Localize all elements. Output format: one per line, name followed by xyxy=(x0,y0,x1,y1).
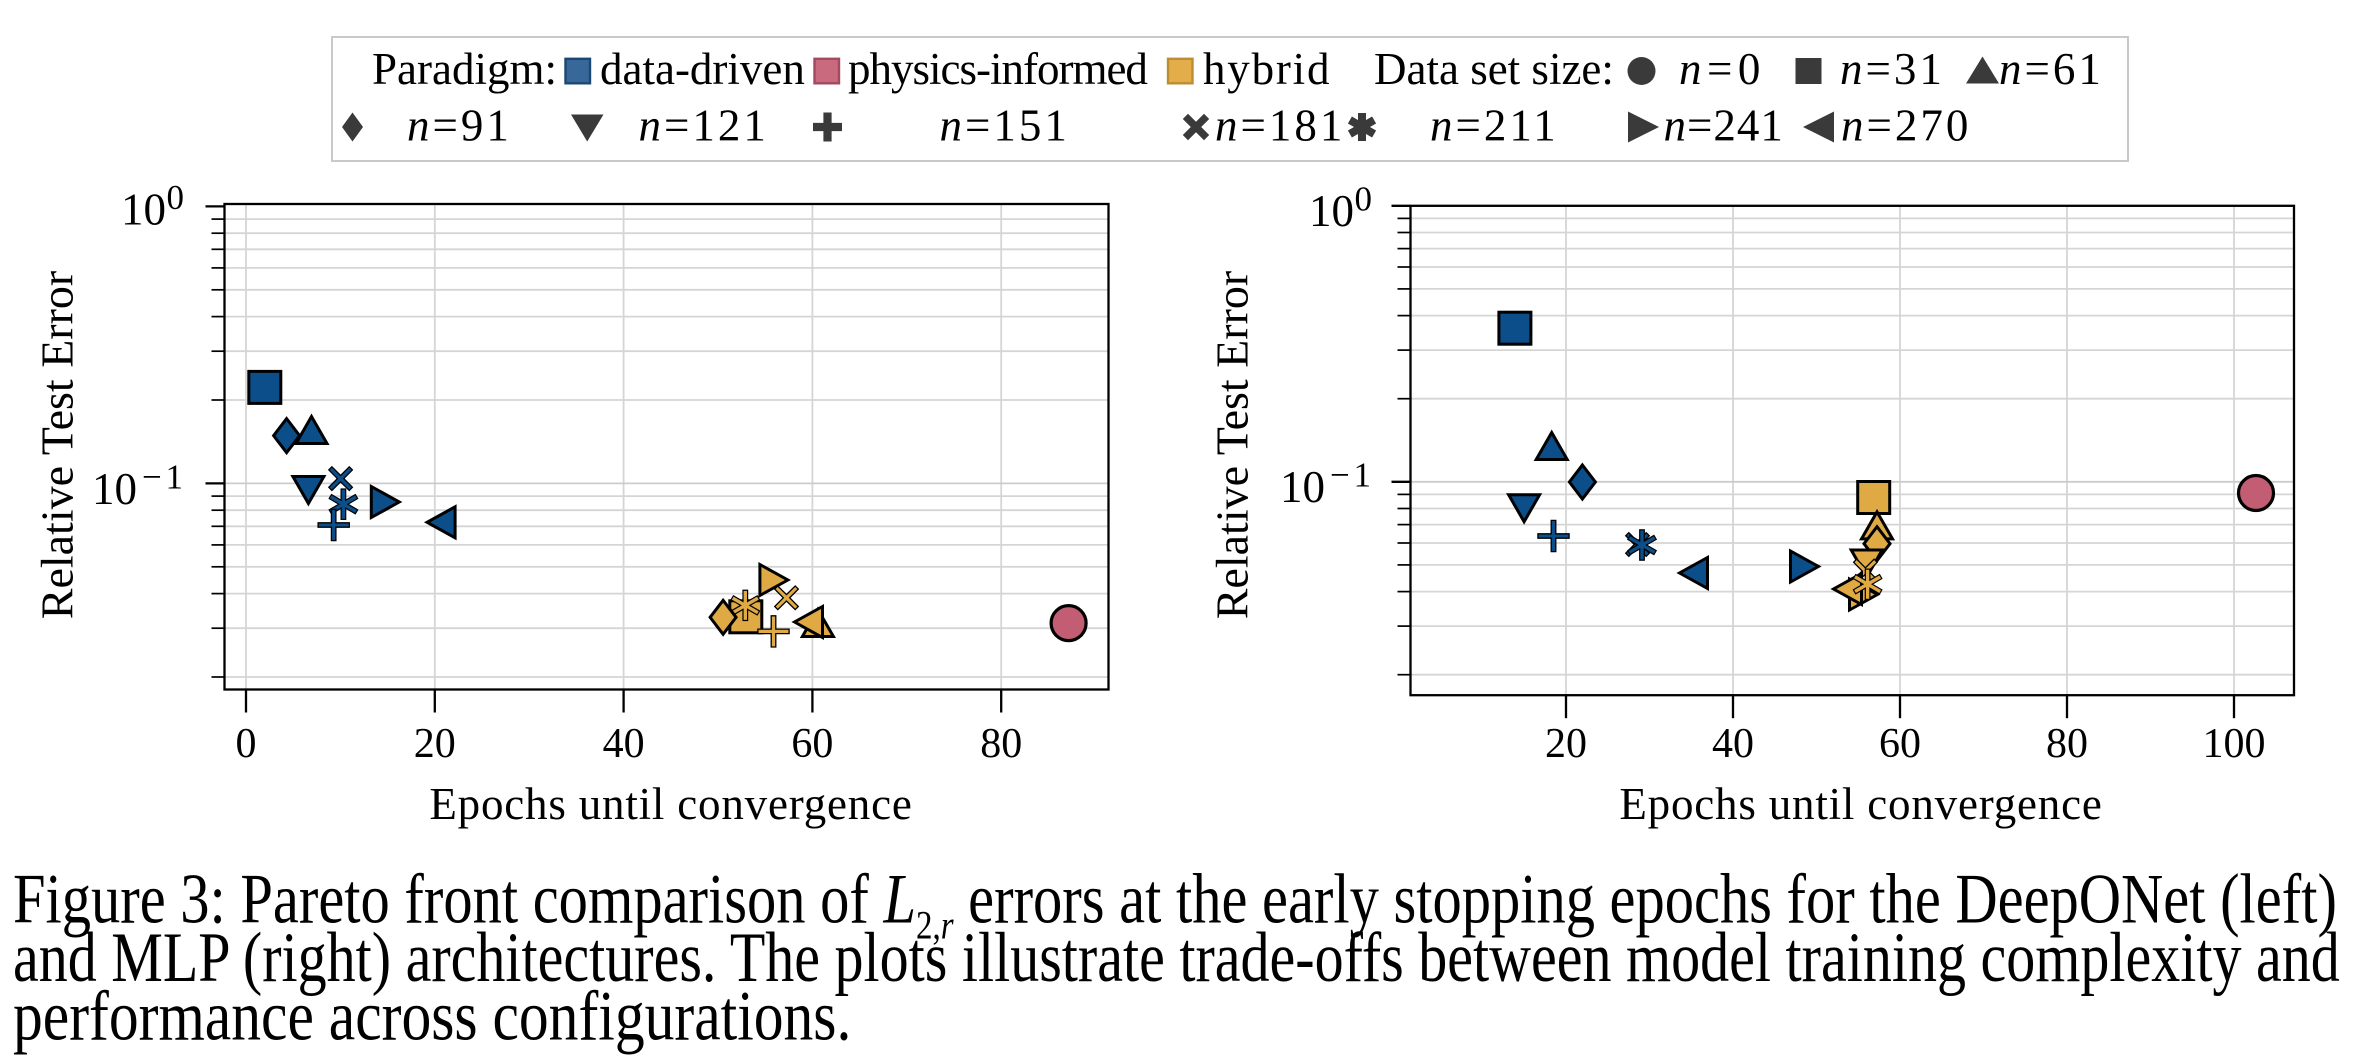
svg-text:20: 20 xyxy=(1545,721,1587,767)
svg-text:10: 10 xyxy=(92,464,137,514)
svg-text:10: 10 xyxy=(1309,186,1354,236)
svg-text:−: − xyxy=(1330,455,1350,494)
svg-text:n=241: n=241 xyxy=(1664,101,1784,151)
svg-text:80: 80 xyxy=(2046,721,2088,767)
svg-text:Relative Test Error: Relative Test Error xyxy=(32,271,83,619)
svg-text:n=270: n=270 xyxy=(1841,101,1971,151)
svg-text:n=181: n=181 xyxy=(1215,101,1345,151)
svg-text:and MLP (right) architectures.: and MLP (right) architectures. The plots… xyxy=(13,919,2340,998)
svg-text:Figure 3: Pareto front compari: Figure 3: Pareto front comparison of L2,… xyxy=(13,860,2337,947)
svg-text:physics-informed: physics-informed xyxy=(848,44,1147,94)
svg-text:0: 0 xyxy=(1355,179,1373,218)
svg-text:n=31: n=31 xyxy=(1840,44,1945,94)
svg-text:performance across configurati: performance across configurations. xyxy=(13,978,851,1056)
svg-text:Data set size:: Data set size: xyxy=(1374,44,1614,94)
svg-text:20: 20 xyxy=(414,721,456,767)
svg-text:Epochs until convergence: Epochs until convergence xyxy=(1619,779,2102,829)
svg-text:0: 0 xyxy=(167,178,185,217)
svg-text:10: 10 xyxy=(1280,462,1325,512)
svg-text:hybrid: hybrid xyxy=(1203,44,1331,94)
svg-text:n=91: n=91 xyxy=(407,101,512,151)
svg-text:10: 10 xyxy=(121,185,166,235)
svg-text:1: 1 xyxy=(1354,455,1372,494)
svg-text:n=0: n=0 xyxy=(1679,44,1766,94)
svg-text:60: 60 xyxy=(1879,721,1921,767)
svg-text:data-driven: data-driven xyxy=(600,44,805,94)
svg-text:−: − xyxy=(142,458,162,497)
svg-text:80: 80 xyxy=(980,721,1022,767)
svg-text:100: 100 xyxy=(2203,721,2266,767)
svg-text:1: 1 xyxy=(166,458,184,497)
svg-text:n=211: n=211 xyxy=(1430,101,1559,151)
svg-text:Epochs until convergence: Epochs until convergence xyxy=(429,779,912,829)
svg-text:n=151: n=151 xyxy=(940,101,1070,151)
svg-text:0: 0 xyxy=(236,721,257,767)
svg-text:40: 40 xyxy=(603,721,645,767)
svg-text:60: 60 xyxy=(791,721,833,767)
svg-text:n=61: n=61 xyxy=(1999,44,2104,94)
svg-text:Relative Test Error: Relative Test Error xyxy=(1207,271,1258,619)
svg-text:40: 40 xyxy=(1712,721,1754,767)
svg-text:Paradigm:: Paradigm: xyxy=(372,44,557,94)
svg-text:n=121: n=121 xyxy=(639,101,769,151)
